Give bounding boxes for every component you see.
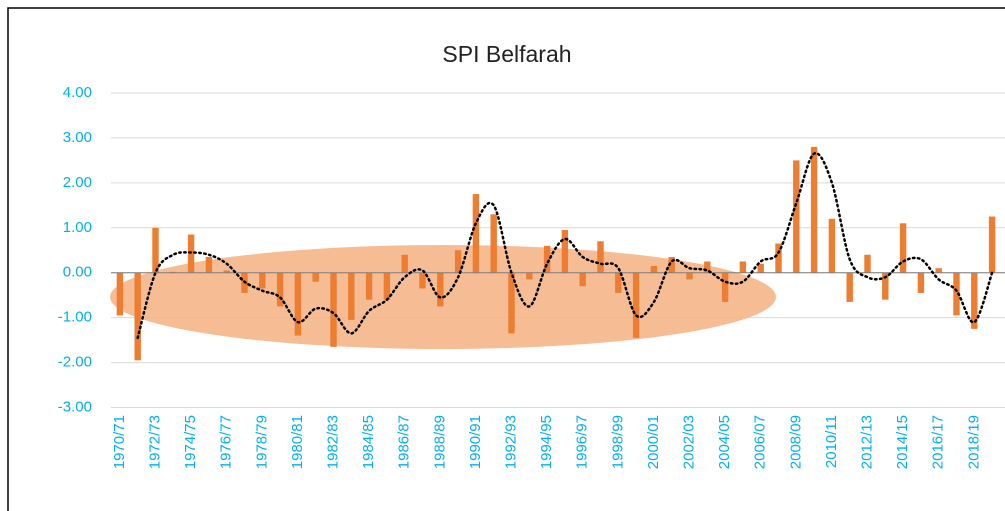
bar <box>846 272 853 302</box>
bar <box>864 254 871 273</box>
bar <box>579 272 586 287</box>
x-tick-label: 1986/87 <box>396 415 413 469</box>
bar <box>526 272 533 280</box>
x-tick-label: 2014/15 <box>894 415 911 469</box>
bar <box>739 261 747 273</box>
x-tick-label: 2012/13 <box>858 415 875 469</box>
bar <box>917 272 925 293</box>
x-tick-label: 2004/05 <box>716 415 733 469</box>
bar <box>953 272 960 316</box>
trend-line <box>136 151 994 340</box>
bar <box>454 250 462 273</box>
bar <box>810 146 818 273</box>
bar <box>543 245 551 273</box>
x-tick-label: 1988/89 <box>431 415 448 469</box>
bar <box>330 272 337 347</box>
bar <box>116 272 124 316</box>
x-tick-label: 1970/71 <box>111 415 128 469</box>
y-tick-label: -3.00 <box>58 398 92 415</box>
x-tick-label: 1976/77 <box>218 415 235 469</box>
bar <box>971 272 978 329</box>
bar <box>348 272 355 320</box>
bar <box>632 272 640 338</box>
y-tick-label: 0.00 <box>63 264 92 281</box>
bar <box>205 256 213 273</box>
bar <box>365 272 373 300</box>
bar <box>828 218 836 273</box>
x-tick-label: 1996/97 <box>574 415 591 469</box>
bar <box>259 272 266 289</box>
x-tick-label: 2008/09 <box>787 415 804 469</box>
bar <box>597 241 604 273</box>
bar <box>757 263 764 273</box>
y-tick-label: 4.00 <box>63 84 92 101</box>
bar <box>899 223 907 273</box>
bar <box>419 272 426 289</box>
bar <box>615 272 622 293</box>
x-tick-label: 1982/83 <box>324 415 341 469</box>
bar <box>793 160 800 273</box>
bar <box>472 194 480 273</box>
x-tick-label: 1978/79 <box>253 415 270 469</box>
bar <box>686 272 693 280</box>
bar <box>508 272 515 334</box>
bar <box>668 256 675 273</box>
bar <box>988 216 996 273</box>
bar <box>704 261 711 273</box>
y-tick-label: -2.00 <box>58 354 92 371</box>
bar <box>383 272 391 300</box>
bar <box>935 268 942 273</box>
bar <box>134 272 141 361</box>
bar <box>721 272 729 302</box>
bar <box>490 214 497 273</box>
x-tick-label: 1974/75 <box>182 415 199 469</box>
y-tick-label: 1.00 <box>63 219 92 236</box>
bar <box>276 272 284 307</box>
bar <box>775 243 782 273</box>
x-tick-label: 2002/03 <box>680 415 697 469</box>
bar <box>312 272 319 282</box>
x-tick-label: 2000/01 <box>645 415 662 469</box>
x-tick-label: 1992/93 <box>502 415 519 469</box>
bar <box>152 227 159 273</box>
y-tick-label: 2.00 <box>63 174 92 191</box>
y-tick-label: 3.00 <box>63 129 92 146</box>
bar <box>650 265 658 273</box>
x-tick-label: 1972/73 <box>146 415 163 469</box>
x-tick-label: 2018/19 <box>965 415 982 469</box>
bar <box>294 272 302 336</box>
x-tick-label: 2010/11 <box>823 415 840 468</box>
x-tick-label: 1998/99 <box>609 415 626 469</box>
bar <box>401 254 408 273</box>
bar <box>223 270 230 273</box>
x-tick-label: 1990/91 <box>467 415 484 469</box>
bar <box>561 230 569 273</box>
chart-title: SPI Belfarah <box>442 41 571 67</box>
plot <box>111 146 1005 361</box>
bar <box>882 272 889 300</box>
x-tick-label: 1980/81 <box>289 415 306 469</box>
x-tick-label: 1994/95 <box>538 415 555 469</box>
x-tick-label: 1984/85 <box>360 415 377 469</box>
bar <box>437 272 444 307</box>
x-tick-label: 2016/17 <box>930 415 947 469</box>
x-tick-label: 2006/07 <box>752 415 769 469</box>
y-tick-label: -1.00 <box>58 309 92 326</box>
